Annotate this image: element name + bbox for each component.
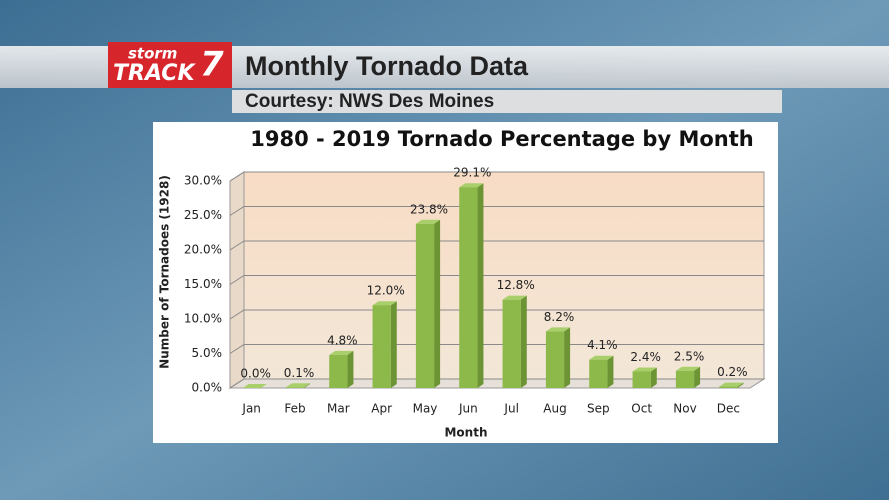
value-label: 4.8%	[327, 333, 358, 347]
bar-top	[459, 183, 484, 188]
x-tick-label: Sep	[587, 402, 610, 416]
x-tick-label: Jul	[503, 402, 518, 416]
bar	[589, 359, 608, 388]
value-label: 8.2%	[544, 310, 575, 324]
x-tick-label: Jan	[241, 402, 261, 416]
bar-side	[390, 301, 397, 388]
bar-top	[545, 327, 571, 332]
banner-title: Monthly Tornado Data	[245, 51, 529, 81]
banner-subtitle: Courtesy: NWS Des Moines	[245, 91, 494, 112]
grid-line	[229, 171, 764, 182]
value-label: 12.8%	[497, 278, 535, 292]
y-tick-label: 20.0%	[184, 243, 222, 257]
y-axis-label: Number of Tornadoes (1928)	[158, 175, 172, 369]
bar-top	[675, 366, 701, 371]
grid-line	[229, 344, 764, 354]
bar-side	[607, 355, 614, 388]
x-tick-label: May	[413, 402, 438, 416]
bar-side	[520, 295, 527, 388]
x-tick-label: Mar	[327, 402, 350, 416]
value-label: 0.1%	[284, 366, 315, 380]
x-tick-label: Nov	[673, 402, 696, 416]
bar	[545, 331, 565, 388]
value-label: 2.4%	[630, 350, 661, 364]
bar-top	[329, 350, 354, 355]
y-tick-label: 0.0%	[192, 381, 223, 395]
grid-line	[229, 206, 764, 216]
chart-title: 1980 - 2019 Tornado Percentage by Month	[250, 127, 753, 151]
bar-top	[502, 295, 527, 300]
bar-side	[304, 383, 311, 388]
bar-top	[285, 383, 311, 388]
bar-top	[415, 219, 441, 224]
bar-top	[719, 382, 744, 387]
y-tick-label: 5.0%	[192, 346, 223, 360]
value-label: 0.2%	[717, 365, 748, 379]
logo	[108, 42, 232, 88]
bar-top	[589, 355, 614, 360]
grid-line	[229, 275, 764, 285]
grid-line	[229, 240, 764, 251]
y-tick-label: 10.0%	[184, 312, 222, 326]
value-label: 29.1%	[453, 166, 491, 180]
bar	[372, 305, 391, 388]
x-tick-label: Oct	[631, 402, 652, 416]
bar-side	[694, 366, 701, 388]
bar-top	[632, 367, 657, 372]
bar	[675, 370, 695, 388]
y-tick-label: 25.0%	[184, 208, 222, 222]
y-tick-label: 15.0%	[184, 277, 222, 291]
x-tick-label: Feb	[284, 402, 305, 416]
bar-side	[347, 350, 354, 388]
subtitle-strip	[232, 90, 782, 113]
value-label: 12.0%	[367, 284, 405, 298]
value-label: 2.5%	[674, 349, 705, 363]
bar	[719, 386, 738, 388]
x-axis-label: Month	[444, 426, 487, 440]
bar-side	[477, 183, 484, 388]
x-tick-label: Jun	[458, 402, 478, 416]
bar	[632, 371, 651, 388]
logo-number: 7	[200, 45, 224, 85]
x-tick-label: Apr	[371, 402, 392, 416]
value-label: 0.0%	[240, 367, 271, 381]
y-tick-label: 30.0%	[184, 174, 222, 188]
bar	[285, 387, 305, 388]
x-tick-label: Aug	[543, 402, 566, 416]
logo-top: storm	[128, 45, 177, 63]
grid-line	[229, 309, 764, 320]
bar-top	[242, 384, 267, 388]
bar-side	[650, 367, 657, 388]
x-tick-label: Dec	[717, 402, 740, 416]
bar	[415, 223, 435, 388]
bar-side	[564, 327, 571, 388]
bar-side	[737, 382, 744, 388]
logo-main: TRACK	[113, 61, 196, 86]
bar-side	[434, 219, 441, 388]
bar	[502, 299, 521, 388]
value-label: 4.1%	[587, 338, 618, 352]
bar-top	[372, 301, 397, 306]
bar	[329, 354, 348, 388]
value-label: 23.8%	[410, 202, 448, 216]
bar	[459, 187, 478, 388]
